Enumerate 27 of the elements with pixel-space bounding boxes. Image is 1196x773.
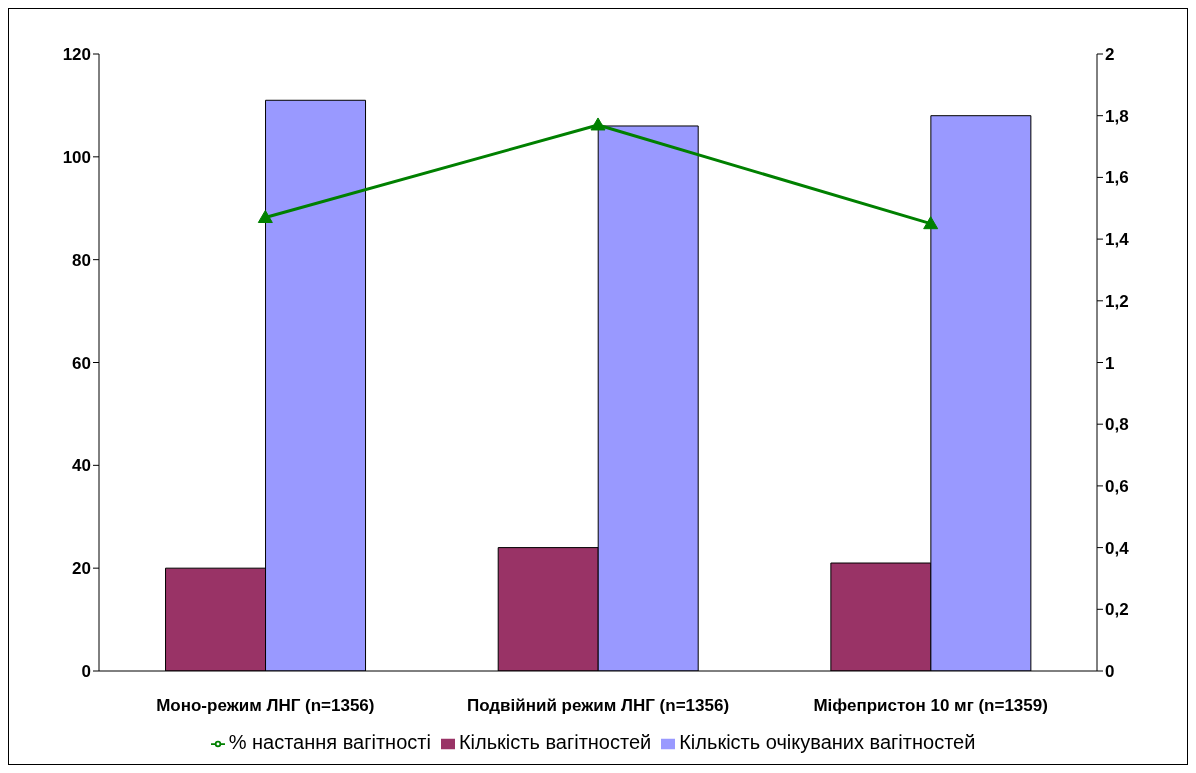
y-tick-label: 20 [72, 559, 91, 579]
y2-tick-label: 0,2 [1105, 600, 1129, 620]
x-tick-label: Подвійний режим ЛНГ (n=1356) [466, 696, 730, 716]
y-tick-label: 60 [72, 353, 91, 373]
y2-tick-label: 1,4 [1105, 230, 1130, 250]
point [923, 216, 939, 230]
legend-label: Кількість вагітностей [458, 731, 652, 753]
y-tick-label: 100 [62, 147, 91, 167]
x-tick-label: Моно-режим ЛНГ (n=1356) [156, 696, 375, 716]
y-tick-label: 0 [81, 662, 91, 682]
y2-tick-label: 0,8 [1105, 415, 1129, 435]
y-tick-label: 120 [62, 45, 91, 65]
y2-tick-label: 0,6 [1105, 476, 1129, 496]
y2-tick-label: 0,4 [1105, 538, 1130, 558]
y2-tick-label: 1 [1105, 353, 1115, 373]
y-tick-label: 40 [72, 456, 91, 476]
legend-label: % настання вагітності [228, 731, 431, 753]
legend-label: Кількість очікуваних вагітностей [679, 731, 976, 753]
y2-tick-label: 0 [1105, 662, 1115, 682]
y2-tick-label: 1,8 [1105, 106, 1129, 126]
point [257, 210, 273, 224]
x-tick-label: Міфепристон 10 мг (n=1359) [813, 696, 1048, 716]
y2-tick-label: 1,2 [1105, 291, 1129, 311]
y2-tick-label: 2 [1105, 45, 1115, 65]
y2-tick-label: 1,6 [1105, 168, 1129, 188]
y-tick-label: 80 [72, 250, 91, 270]
point [590, 117, 606, 131]
